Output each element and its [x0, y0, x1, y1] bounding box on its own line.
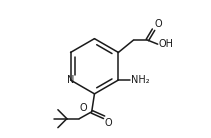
Text: NH₂: NH₂	[131, 75, 149, 85]
Text: O: O	[105, 118, 112, 128]
Text: N: N	[67, 75, 74, 85]
Text: OH: OH	[158, 39, 173, 49]
Text: O: O	[80, 103, 87, 113]
Text: O: O	[154, 19, 162, 29]
